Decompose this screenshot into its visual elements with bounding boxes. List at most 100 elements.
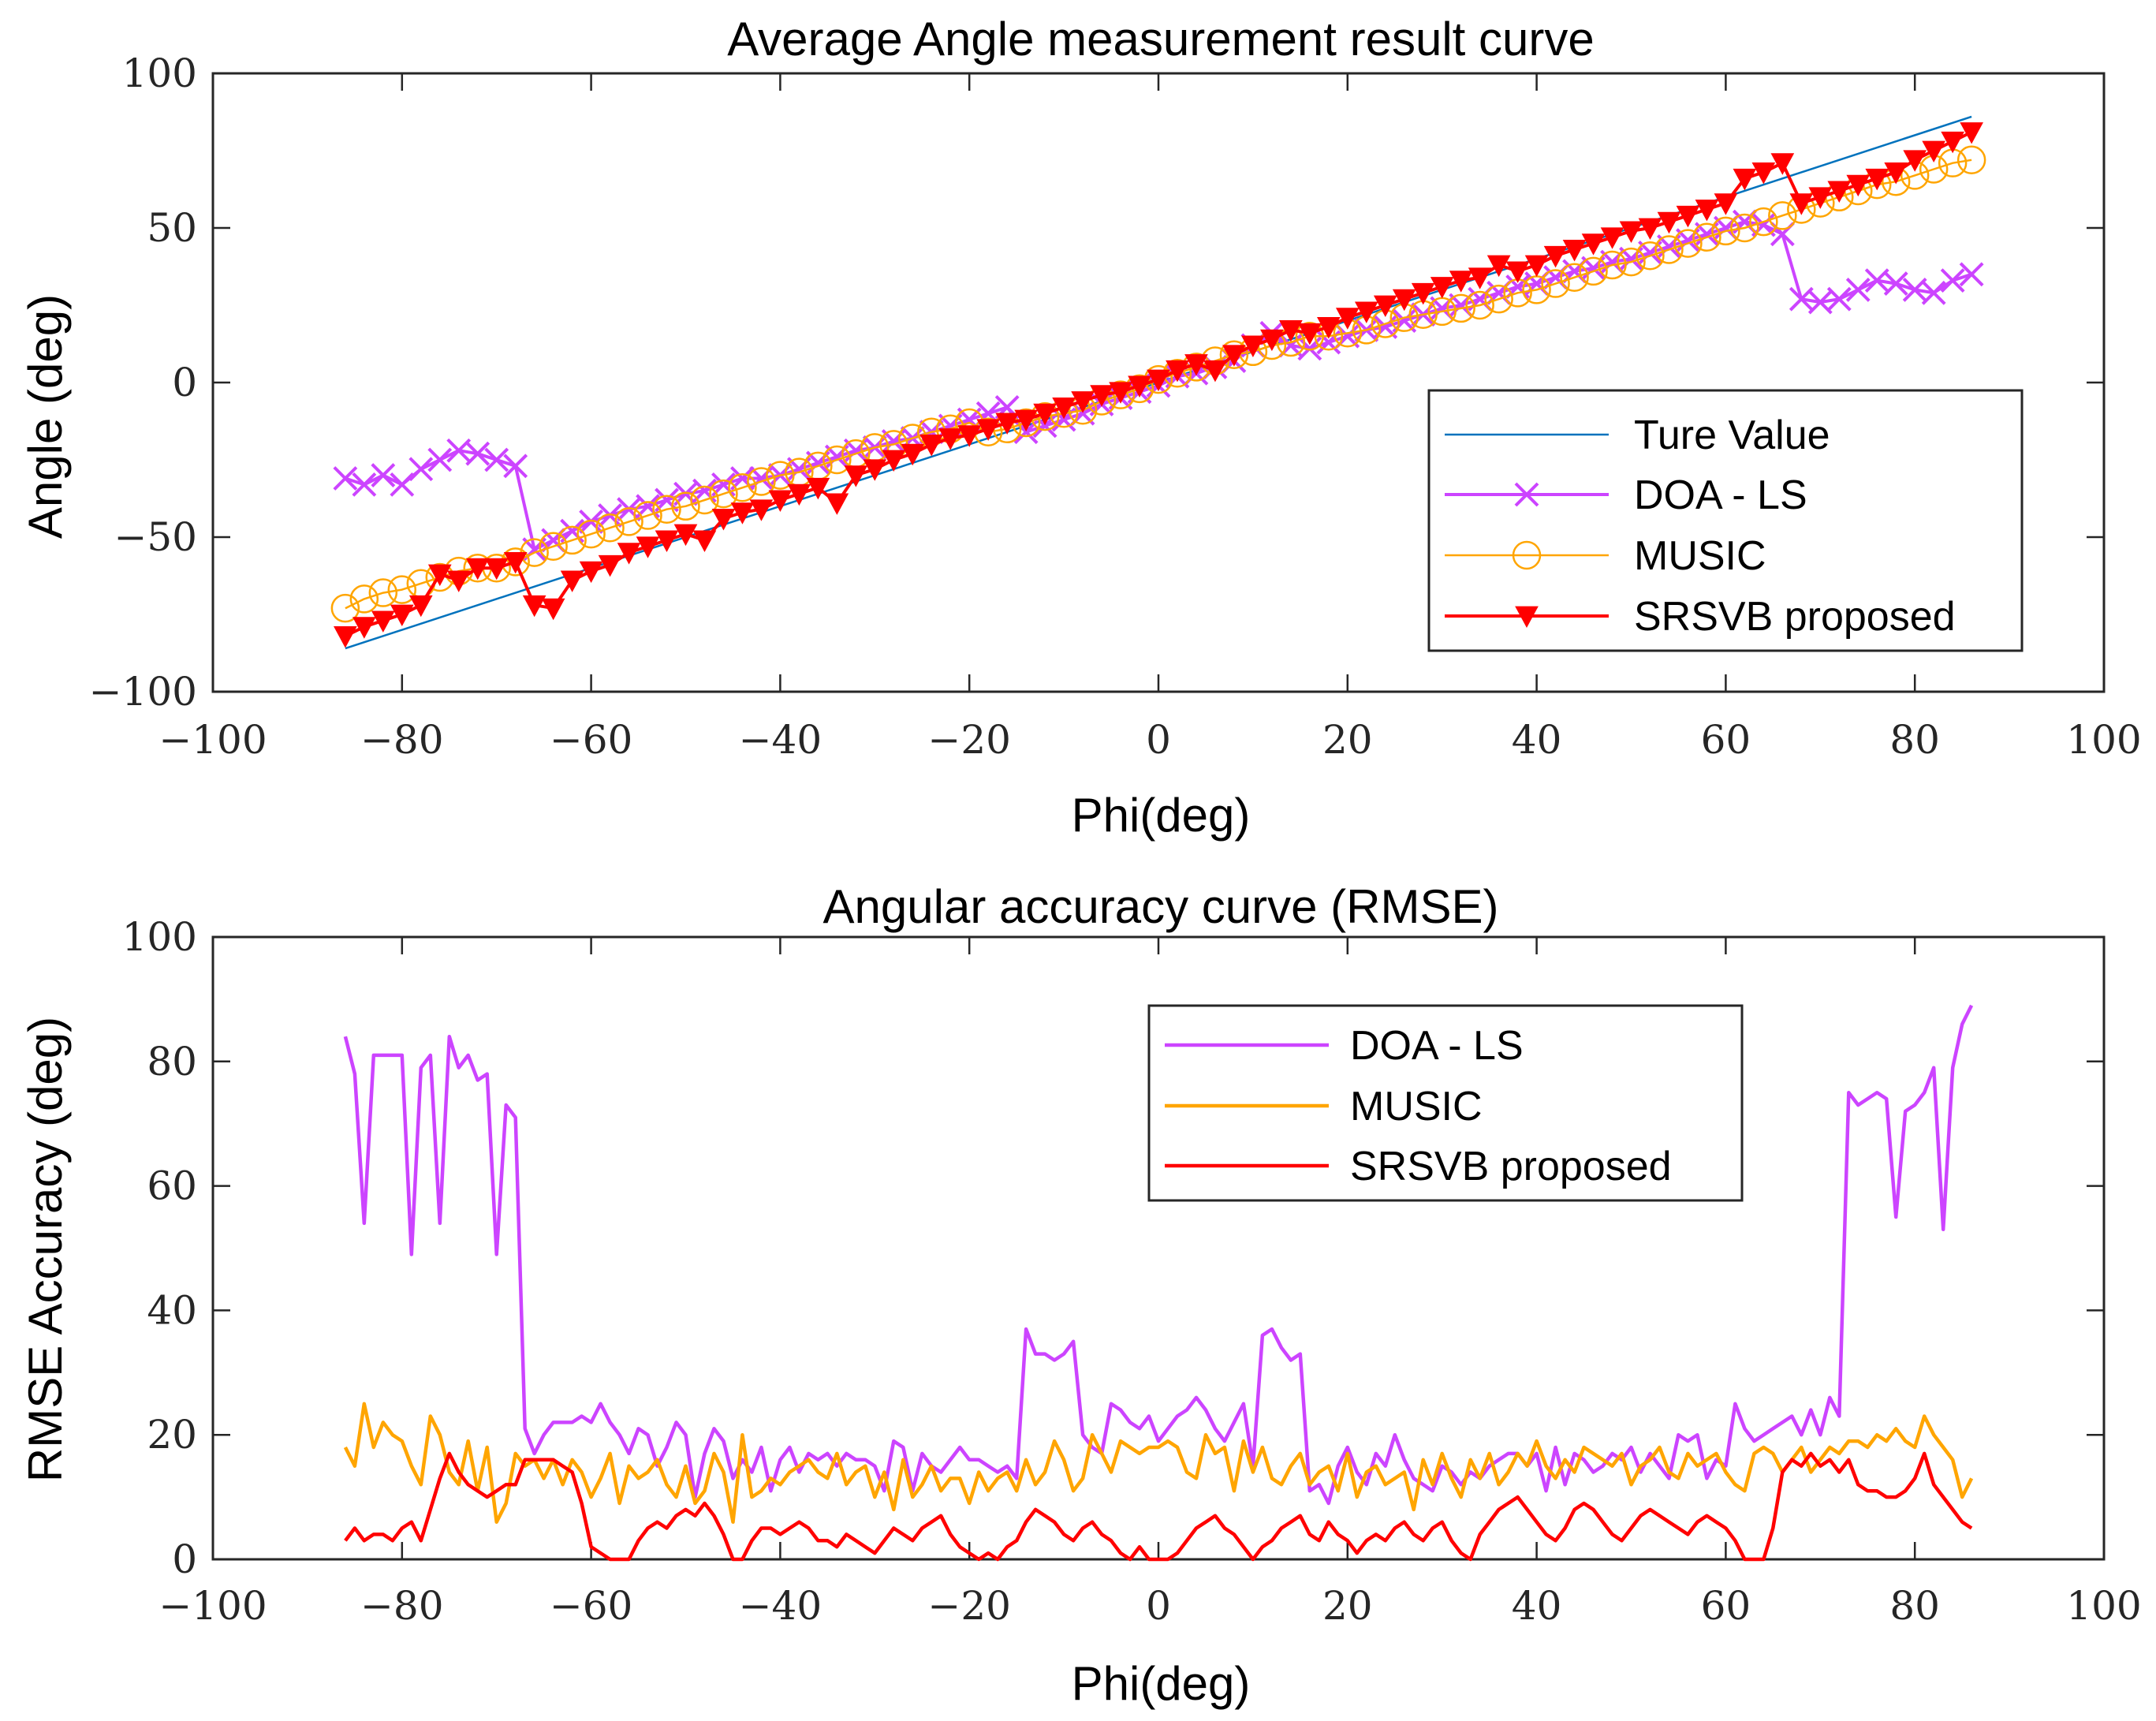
x-tick-label: 40 xyxy=(1512,717,1562,763)
data-point-srsvb-proposed xyxy=(1335,308,1360,330)
legend-label-doa-ls: DOA - LS xyxy=(1350,1023,1524,1069)
data-point-srsvb-proposed xyxy=(1260,329,1284,352)
data-point-srsvb-proposed xyxy=(560,570,584,592)
data-point-doa-ls xyxy=(1826,286,1852,312)
data-point-srsvb-proposed xyxy=(617,543,641,565)
data-point-srsvb-proposed xyxy=(1562,240,1587,262)
legend-marker-srsvb-proposed xyxy=(1515,606,1539,629)
data-point-music xyxy=(671,491,700,521)
data-point-srsvb-proposed xyxy=(1430,277,1454,299)
data-point-srsvb-proposed xyxy=(1071,391,1095,413)
data-point-srsvb-proposed xyxy=(1808,187,1833,209)
data-point-srsvb-proposed xyxy=(1751,162,1776,185)
x-tick-label: 60 xyxy=(1701,1583,1751,1629)
x-tick-label: 0 xyxy=(1146,1583,1171,1629)
x-tick-label: 80 xyxy=(1889,717,1940,763)
data-point-srsvb-proposed xyxy=(711,509,736,531)
data-point-doa-ls xyxy=(390,472,415,497)
data-point-srsvb-proposed xyxy=(1147,369,1170,392)
series-srsvb-proposed xyxy=(344,1451,1973,1562)
data-point-music xyxy=(1673,229,1703,258)
data-point-music xyxy=(1956,145,1986,175)
rmse-chart-ylabel: RMSE Accuracy (deg) xyxy=(19,1017,72,1482)
data-point-doa-ls xyxy=(1921,280,1946,305)
data-point-doa-ls xyxy=(333,466,358,491)
data-point-srsvb-proposed xyxy=(352,617,376,639)
data-point-srsvb-proposed xyxy=(1373,295,1397,318)
data-point-music xyxy=(368,578,398,607)
data-point-music xyxy=(728,473,757,502)
data-point-music xyxy=(1730,213,1759,243)
angle-chart: Average Angle measurement result curve A… xyxy=(19,13,2142,842)
data-point-music xyxy=(1560,263,1589,292)
legend-label-doa-ls: DOA - LS xyxy=(1634,472,1807,518)
data-point-srsvb-proposed xyxy=(465,558,490,581)
y-tick-label: 100 xyxy=(122,50,197,96)
legend-marker-doa-ls xyxy=(1514,482,1539,507)
x-tick-label: 100 xyxy=(2066,1583,2141,1629)
series-doa-ls xyxy=(343,1004,1974,1506)
data-point-srsvb-proposed xyxy=(408,595,433,618)
data-point-srsvb-proposed xyxy=(1203,360,1227,383)
data-point-music xyxy=(690,485,719,515)
data-point-srsvb-proposed xyxy=(1392,289,1416,312)
data-point-music xyxy=(558,525,587,555)
data-point-srsvb-proposed xyxy=(484,558,509,581)
rmse-chart-legend-box xyxy=(1147,1004,1744,1202)
data-point-srsvb-proposed xyxy=(522,595,546,618)
data-point-srsvb-proposed xyxy=(1884,162,1908,185)
data-point-srsvb-proposed xyxy=(390,604,414,627)
data-point-srsvb-proposed xyxy=(730,502,755,525)
data-point-srsvb-proposed xyxy=(844,465,868,487)
rmse-chart-xlabel: Phi(deg) xyxy=(1072,1657,1251,1710)
data-point-srsvb-proposed xyxy=(579,561,603,584)
rmse-chart: Angular accuracy curve (RMSE) RMSE Accur… xyxy=(19,880,2142,1710)
data-point-srsvb-proposed xyxy=(1014,409,1038,432)
y-tick-label: 80 xyxy=(147,1039,197,1084)
x-tick-label: −80 xyxy=(360,1583,444,1629)
data-point-srsvb-proposed xyxy=(692,530,717,552)
data-point-srsvb-proposed xyxy=(541,598,565,621)
x-tick-label: 20 xyxy=(1322,1583,1373,1629)
series-line-srsvb-proposed xyxy=(344,1451,1973,1562)
data-point-srsvb-proposed xyxy=(882,450,906,472)
data-point-doa-ls xyxy=(579,509,604,534)
rmse-chart-title: Angular accuracy curve (RMSE) xyxy=(823,880,1499,933)
data-point-srsvb-proposed xyxy=(1789,193,1814,215)
data-point-music xyxy=(1636,241,1665,271)
data-point-doa-ls xyxy=(1940,268,1965,293)
angle-chart-series xyxy=(330,115,1986,650)
data-point-doa-ls xyxy=(1845,277,1871,302)
data-point-srsvb-proposed xyxy=(957,425,982,447)
data-point-doa-ls xyxy=(465,441,491,466)
data-point-doa-ls xyxy=(503,454,528,479)
x-tick-label: −60 xyxy=(550,717,633,763)
data-point-doa-ls xyxy=(1959,262,1984,287)
data-point-music xyxy=(633,501,662,530)
legend-item-doa-ls: DOA - LS xyxy=(1165,1023,1524,1069)
data-point-doa-ls xyxy=(484,447,509,472)
x-tick-label: 20 xyxy=(1322,717,1373,763)
data-point-music xyxy=(595,513,625,543)
data-point-music xyxy=(1579,256,1608,286)
x-tick-label: 40 xyxy=(1512,1583,1562,1629)
angle-chart-axes: −100 −80 −60 −40 −20 0 20 40 60 80 100 −100 −50 0 50 10… xyxy=(89,50,2142,763)
data-point-music xyxy=(822,445,852,475)
data-point-music xyxy=(1446,293,1475,323)
data-point-srsvb-proposed xyxy=(749,499,774,521)
data-point-srsvb-proposed xyxy=(863,459,887,481)
data-point-srsvb-proposed xyxy=(1903,150,1927,172)
angle-chart-title: Average Angle measurement result curve xyxy=(727,13,1594,65)
y-tick-label: 60 xyxy=(147,1163,197,1209)
data-point-music xyxy=(1768,201,1797,230)
series-line-doa-ls xyxy=(343,1004,1974,1506)
data-point-music xyxy=(1219,340,1249,369)
rmse-chart-legend: DOA - LS MUSIC SRSVB proposed xyxy=(1147,1004,1744,1202)
data-point-srsvb-proposed xyxy=(1316,317,1341,339)
data-point-srsvb-proposed xyxy=(655,530,679,552)
data-point-music xyxy=(1598,250,1627,280)
x-tick-label: 60 xyxy=(1701,717,1751,763)
data-point-doa-ls xyxy=(598,503,622,528)
x-tick-label: 0 xyxy=(1146,717,1171,763)
data-point-srsvb-proposed xyxy=(1505,261,1530,283)
